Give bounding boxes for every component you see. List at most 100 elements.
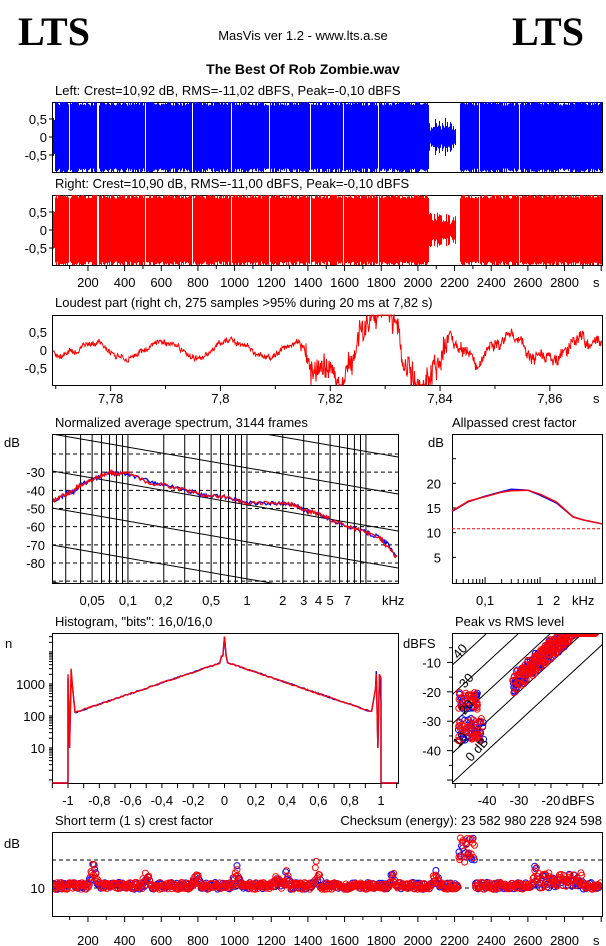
peak-vs-rms-right-point: [565, 637, 573, 645]
spectrum-xtick-label: 7: [344, 593, 351, 608]
histogram-left-line: [52, 636, 398, 784]
peak-vs-rms-right-point: [454, 737, 462, 744]
spectrum-xtick-label: 3: [300, 593, 307, 608]
right-xtick-label: 1000: [220, 275, 249, 290]
peak-vs-rms-right-point: [520, 663, 528, 671]
histogram-ytick-label: 100: [23, 709, 45, 724]
short_term_crest-xtick-label: 200: [77, 933, 99, 946]
spectrum-xlabel: kHz: [382, 593, 404, 608]
short-term-crest-right-point: [452, 884, 460, 892]
spectrum-right-line: [52, 468, 398, 559]
short-term-crest-right-point: [316, 871, 323, 879]
file-title: The Best Of Rob Zombie.wav: [206, 61, 400, 77]
peak-vs-rms-right-point: [513, 671, 521, 679]
short-term-crest-right-point: [138, 885, 146, 892]
peak-vs-rms-right-point: [516, 679, 524, 687]
peak-vs-rms-xtick-label: -40: [478, 793, 497, 808]
short-term-crest-right-point: [234, 872, 242, 880]
short-term-crest-right-point: [191, 873, 199, 881]
spectrum-slope-line: [52, 470, 398, 532]
short-term-crest-right-point: [284, 872, 292, 880]
peak-vs-rms-left-point: [458, 704, 466, 712]
short-term-crest-right-point: [282, 881, 290, 889]
peak-vs-rms-right-point: [540, 644, 548, 652]
short_term_crest-xtick-label: 1800: [367, 933, 396, 946]
loudest-part-title: Loudest part (right ch, 275 samples >95%…: [55, 295, 433, 310]
short-term-crest-right-point: [385, 883, 393, 891]
peak-vs-rms-right-point: [458, 727, 466, 735]
peak-vs-rms-right-point: [524, 656, 532, 664]
allpassed-right-line: [451, 489, 603, 525]
short-term-crest-right-point: [386, 878, 394, 886]
peak-vs-rms-right-point: [556, 635, 564, 642]
short-term-crest-title: Short term (1 s) crest factor: [55, 813, 214, 828]
right-xtick-label: 1800: [367, 275, 396, 290]
peak-vs-rms-right-point: [463, 723, 471, 731]
short-term-crest-right-point: [309, 881, 317, 889]
short-term-crest-frame: [52, 832, 603, 917]
short-term-crest-right-point: [311, 864, 319, 872]
short-term-crest-right-point: [469, 839, 477, 847]
allpassed-ytick-label: 15: [427, 501, 441, 516]
peak-vs-rms-right-point: [521, 676, 529, 684]
peak-vs-rms-right-point: [465, 722, 473, 730]
crest-diagonal-line: [452, 633, 584, 755]
right-ytick-label: -0,5: [25, 241, 47, 256]
peak-vs-rms-right-point: [455, 695, 463, 703]
peak-vs-rms-right-point: [519, 667, 527, 675]
short-term-crest-right-point: [269, 880, 277, 888]
peak-vs-rms-ytick-label: -30: [422, 714, 441, 729]
allpassed-ytick-label: 20: [427, 476, 441, 491]
short-term-crest-right-point: [468, 836, 476, 843]
short-term-crest-right-point: [463, 835, 471, 842]
spectrum-xtick-label: 1: [243, 593, 250, 608]
short-term-crest-right-point: [596, 882, 602, 890]
histogram-frame: [52, 633, 399, 784]
spectrum-ytick-label: -40: [26, 483, 45, 498]
spectrum-xtick-label: 4: [315, 593, 322, 608]
short-term-crest-right-point: [312, 857, 320, 865]
left-waveform: [53, 102, 602, 172]
short-term-crest-left-point: [233, 862, 241, 870]
short-term-crest-right-point: [390, 869, 398, 877]
spectrum-ytick-label: -60: [26, 520, 45, 535]
peak-vs-rms-right-point: [510, 689, 518, 697]
peak-vs-rms-title: Peak vs RMS level: [455, 614, 564, 629]
loudest-xtick-label: 7,78: [98, 391, 123, 406]
peak-vs-rms-right-point: [541, 659, 549, 667]
peak-vs-rms-xtick-label: -30: [510, 793, 529, 808]
crest-diagonal-line: [452, 633, 488, 667]
peak-vs-rms-right-point: [473, 731, 481, 739]
waveform-xlabel: s: [593, 275, 600, 290]
short-term-crest-right-point: [447, 884, 455, 892]
peak-vs-rms-right-point: [473, 734, 481, 742]
peak-vs-rms-right-point: [455, 733, 463, 741]
spectrum-xtick-label: 2: [279, 593, 286, 608]
short-term-crest-right-point: [53, 879, 61, 887]
short-term-crest-xlabel: s: [593, 933, 600, 946]
right-xtick-label: 2600: [513, 275, 542, 290]
histogram-xtick-label: 0,4: [278, 793, 296, 808]
right-xtick-label: 200: [77, 275, 99, 290]
left-waveform-frame: [52, 102, 603, 173]
peak-vs-rms-ylabel: dBFS: [403, 636, 436, 651]
histogram-xtick-label: -0,8: [88, 793, 110, 808]
short-term-crest-right-point: [538, 884, 546, 892]
loudest-xlabel: s: [593, 391, 600, 406]
right-xtick-label: 2200: [440, 275, 469, 290]
right-xtick-label: 1400: [293, 275, 322, 290]
histogram-xtick-label: 0,2: [247, 793, 265, 808]
short-term-crest-right-point: [461, 858, 469, 866]
right-xtick-label: 400: [114, 275, 136, 290]
short-term-crest-right-point: [595, 881, 602, 889]
spectrum-frame: [52, 434, 399, 584]
spectrum-xtick-label: 5: [326, 593, 333, 608]
loudest-ytick-label: 0: [40, 343, 47, 358]
peak-vs-rms-right-point: [546, 636, 554, 644]
histogram-ytick-label: 10: [31, 741, 45, 756]
short_term_crest-xtick-label: 600: [150, 933, 172, 946]
spectrum-ytick-label: -80: [26, 556, 45, 571]
peak-vs-rms-right-point: [568, 633, 576, 638]
peak-vs-rms-right-point: [532, 658, 540, 666]
spectrum-title: Normalized average spectrum, 3144 frames: [55, 415, 308, 430]
